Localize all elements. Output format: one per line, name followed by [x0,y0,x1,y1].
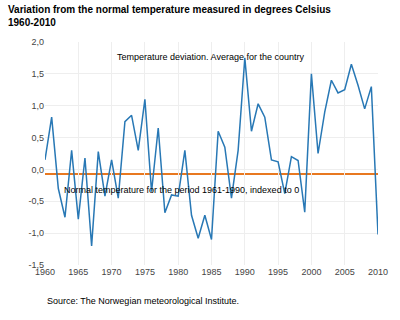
svg-text:2010: 2010 [368,267,388,277]
svg-text:1985: 1985 [201,267,221,277]
svg-text:1980: 1980 [168,267,188,277]
svg-text:Normal temperature for the per: Normal temperature for the period 1961-1… [64,185,299,195]
svg-text:1,5: 1,5 [31,69,44,79]
svg-text:0,5: 0,5 [31,133,44,143]
svg-text:Source: The Norwegian meteorol: Source: The Norwegian meteorological Ins… [47,296,239,306]
svg-text:0,0: 0,0 [31,165,44,175]
svg-text:1990: 1990 [235,267,255,277]
svg-text:1970: 1970 [102,267,122,277]
svg-text:-1,0: -1,0 [28,228,44,238]
svg-text:2,0: 2,0 [31,37,44,47]
svg-text:-1,5: -1,5 [28,260,44,270]
svg-text:1995: 1995 [268,267,288,277]
svg-text:1975: 1975 [135,267,155,277]
svg-text:1960: 1960 [35,267,55,277]
svg-text:Temperature deviation. Average: Temperature deviation. Average for the c… [117,52,304,62]
svg-text:-0,5: -0,5 [28,196,44,206]
svg-text:1965: 1965 [68,267,88,277]
svg-text:2000: 2000 [301,267,321,277]
svg-text:1,0: 1,0 [31,101,44,111]
svg-text:Variation from the normal temp: Variation from the normal temperature me… [8,4,331,28]
svg-text:2005: 2005 [335,267,355,277]
